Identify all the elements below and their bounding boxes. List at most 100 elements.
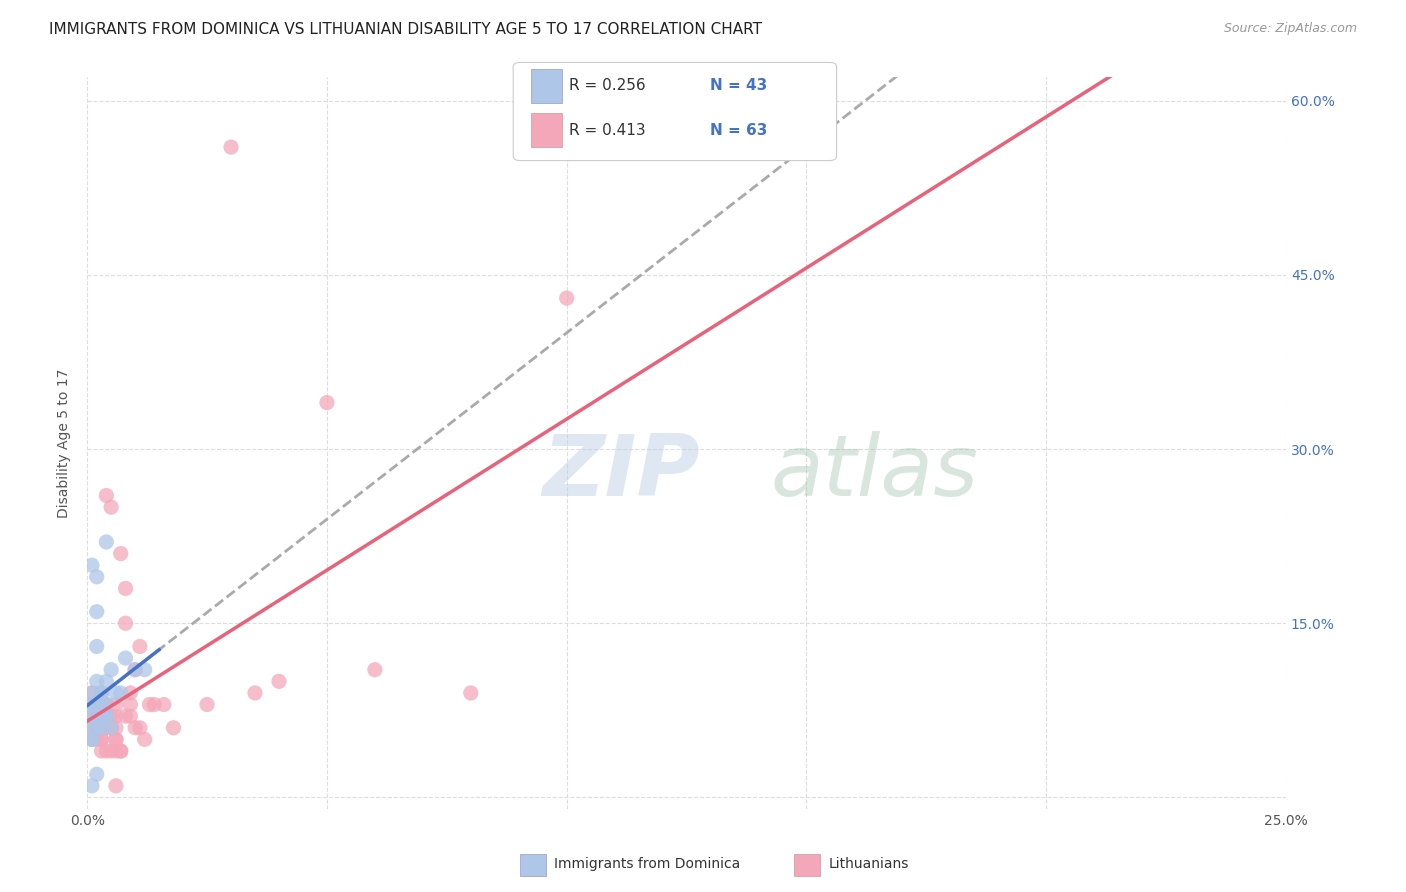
Point xyxy=(96,698,118,712)
Point xyxy=(100,500,122,515)
Point xyxy=(90,698,112,712)
Point xyxy=(96,709,118,723)
Point xyxy=(100,663,122,677)
Point xyxy=(267,674,290,689)
Point xyxy=(114,616,136,631)
Point xyxy=(364,663,387,677)
Point xyxy=(143,698,166,712)
Point xyxy=(460,686,482,700)
Point xyxy=(134,732,156,747)
Point xyxy=(120,709,142,723)
Point xyxy=(100,721,122,735)
Text: IMMIGRANTS FROM DOMINICA VS LITHUANIAN DISABILITY AGE 5 TO 17 CORRELATION CHART: IMMIGRANTS FROM DOMINICA VS LITHUANIAN D… xyxy=(49,22,762,37)
Text: R = 0.256: R = 0.256 xyxy=(569,78,645,93)
Point xyxy=(124,663,146,677)
Point xyxy=(80,698,103,712)
Point xyxy=(110,744,132,758)
Point xyxy=(80,732,103,747)
Point xyxy=(100,721,122,735)
Point xyxy=(114,709,136,723)
Point xyxy=(90,721,112,735)
Point xyxy=(555,291,578,305)
Point xyxy=(114,582,136,596)
Text: R = 0.413: R = 0.413 xyxy=(569,123,645,137)
Point xyxy=(90,698,112,712)
Point xyxy=(104,732,127,747)
Point xyxy=(90,686,112,700)
Point xyxy=(86,721,108,735)
Point xyxy=(120,686,142,700)
Point xyxy=(219,140,242,154)
Point xyxy=(86,709,108,723)
Point xyxy=(134,663,156,677)
Point xyxy=(110,744,132,758)
Point xyxy=(104,721,127,735)
Point xyxy=(80,721,103,735)
Point xyxy=(96,721,118,735)
Point xyxy=(80,709,103,723)
Point xyxy=(96,674,118,689)
Point xyxy=(80,698,103,712)
Point xyxy=(80,558,103,573)
Point xyxy=(90,698,112,712)
Point xyxy=(86,709,108,723)
Point xyxy=(104,779,127,793)
Point xyxy=(100,721,122,735)
Point xyxy=(96,698,118,712)
Text: atlas: atlas xyxy=(770,431,979,514)
Point xyxy=(80,732,103,747)
Point xyxy=(114,651,136,665)
Point xyxy=(104,732,127,747)
Point xyxy=(86,709,108,723)
Point xyxy=(90,686,112,700)
Point xyxy=(96,709,118,723)
Y-axis label: Disability Age 5 to 17: Disability Age 5 to 17 xyxy=(58,368,72,518)
Point xyxy=(90,709,112,723)
Point xyxy=(110,686,132,700)
Point xyxy=(162,721,184,735)
Point xyxy=(86,698,108,712)
Point xyxy=(86,674,108,689)
Point xyxy=(90,709,112,723)
Point xyxy=(80,686,103,700)
Point xyxy=(129,721,152,735)
Point xyxy=(90,698,112,712)
Point xyxy=(86,709,108,723)
Point xyxy=(104,709,127,723)
Point xyxy=(90,744,112,758)
Point xyxy=(138,698,160,712)
Text: Source: ZipAtlas.com: Source: ZipAtlas.com xyxy=(1223,22,1357,36)
Text: N = 63: N = 63 xyxy=(710,123,768,137)
Point xyxy=(316,395,339,409)
Point xyxy=(104,698,127,712)
Point xyxy=(96,709,118,723)
Point xyxy=(195,698,218,712)
Point xyxy=(124,721,146,735)
Point xyxy=(80,732,103,747)
Point xyxy=(86,698,108,712)
Point xyxy=(96,489,118,503)
Point xyxy=(90,732,112,747)
Point xyxy=(86,709,108,723)
Point xyxy=(86,640,108,654)
Point xyxy=(96,744,118,758)
Text: Immigrants from Dominica: Immigrants from Dominica xyxy=(554,857,740,871)
Point xyxy=(86,605,108,619)
Point xyxy=(124,663,146,677)
Point xyxy=(90,686,112,700)
Point xyxy=(100,721,122,735)
Point xyxy=(104,744,127,758)
Point xyxy=(80,779,103,793)
Point xyxy=(104,686,127,700)
Point xyxy=(100,721,122,735)
Point xyxy=(96,709,118,723)
Point xyxy=(86,721,108,735)
Text: ZIP: ZIP xyxy=(543,431,700,514)
Point xyxy=(120,698,142,712)
Point xyxy=(90,721,112,735)
Point xyxy=(80,698,103,712)
Point xyxy=(100,744,122,758)
Point xyxy=(86,570,108,584)
Point xyxy=(90,686,112,700)
Point xyxy=(80,686,103,700)
